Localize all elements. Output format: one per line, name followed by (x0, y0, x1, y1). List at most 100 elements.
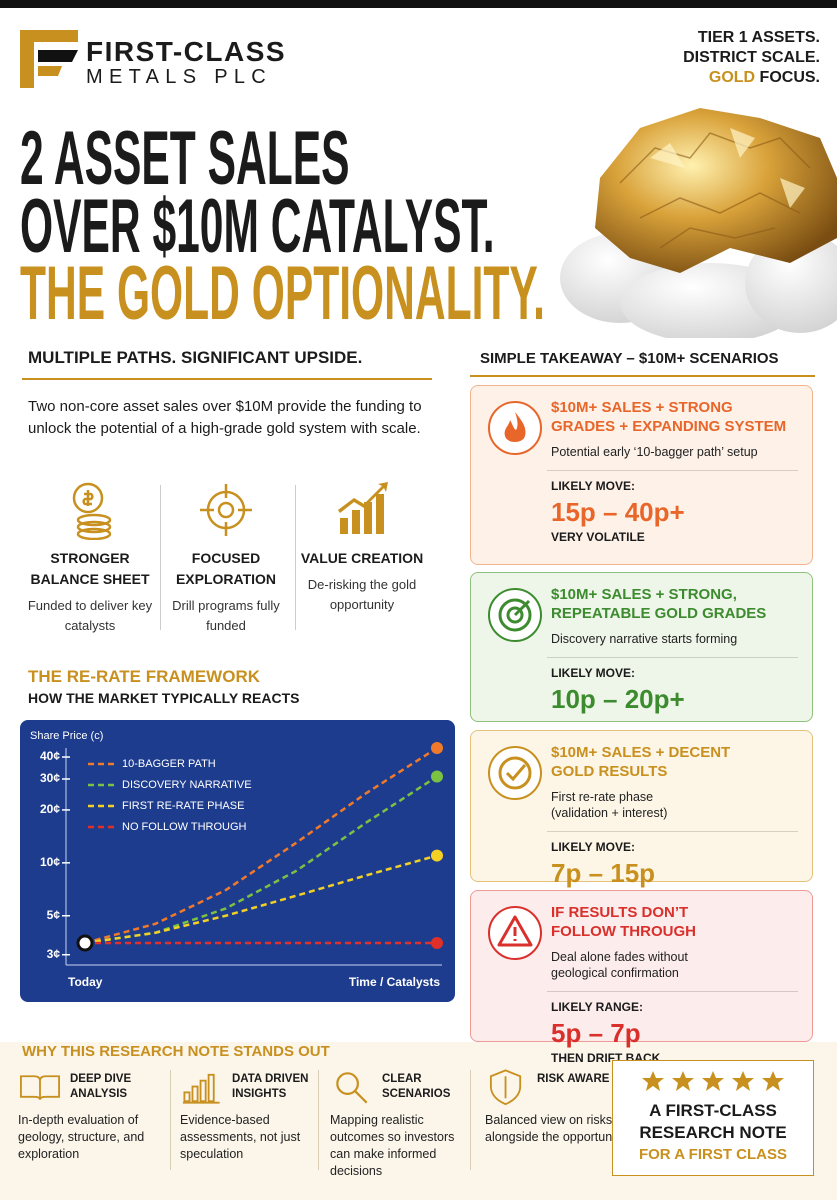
why-icon (20, 1075, 60, 1100)
badge-line: RESEARCH NOTE (639, 1123, 787, 1142)
pillar-text: Drill programs fully funded (172, 598, 280, 633)
brand-name: FIRST-CLASS (86, 36, 287, 67)
why-icon (489, 1069, 522, 1106)
legend-label: 10-BAGGER PATH (122, 758, 216, 770)
why-heading: WHY THIS RESEARCH NOTE STANDS OUT (22, 1043, 330, 1060)
why-title: CLEAR SCENARIOS (382, 1073, 451, 1100)
card-divider (547, 657, 798, 658)
why-text: In-depth evaluation of geology, structur… (18, 1113, 145, 1161)
move-label: LIKELY RANGE: (551, 1000, 644, 1014)
why-text: Balanced view on risks alongside the opp… (485, 1113, 625, 1144)
pillar-icon (200, 484, 252, 536)
tagline-line: GOLD FOCUS. (683, 68, 820, 88)
why-text: Evidence-based assessments, not just spe… (180, 1113, 301, 1161)
card-title: $10M+ SALES + STRONG GRADES + EXPANDING … (551, 399, 787, 435)
move-label: LIKELY MOVE: (551, 479, 636, 493)
pillar-title: VALUE CREATION (300, 550, 424, 566)
pillar-icon (72, 482, 112, 540)
legend-label: NO FOLLOW THROUGH (122, 821, 247, 833)
gold-nugget-image (560, 108, 837, 338)
y-tick-label: 10¢ (40, 855, 60, 869)
tagline-line: TIER 1 ASSETS. (697, 29, 820, 46)
scenario-card: $10M+ SALES + DECENT GOLD RESULTS First r… (470, 730, 813, 888)
why-icon (182, 1073, 220, 1104)
card-divider (547, 831, 798, 832)
series-line (84, 746, 438, 945)
why-title: DATA DRIVEN INSIGHTS (232, 1073, 309, 1100)
card-divider (547, 470, 798, 471)
card-icon (488, 588, 542, 642)
why-item: DATA DRIVEN INSIGHTS Evidence-based asses… (180, 1066, 325, 1176)
end-point (431, 742, 443, 755)
y-tick-label: 20¢ (40, 802, 60, 816)
x-tick-label: Today (68, 975, 103, 989)
pillar: STRONGER BALANCE SHEET Funded to deliver … (23, 480, 157, 636)
move-value: 7p – 15p (551, 858, 656, 888)
why-title: RISK AWARE (537, 1073, 610, 1085)
top-bar (0, 0, 837, 8)
why-item: RISK AWARE Balanced view on risks alongsi… (485, 1066, 630, 1176)
chart: Share Price (c) 3¢ 5¢ 10¢ 20¢ 30¢ 40¢ Today Time… (20, 720, 455, 1002)
card-title: $10M+ SALES + DECENT GOLD RESULTS (551, 744, 731, 780)
pillar-title: FOCUSED EXPLORATION (175, 550, 277, 587)
move-value: 10p – 20p+ (551, 684, 685, 714)
x-tick-label: Time / Catalysts (349, 975, 440, 989)
card-description: Deal alone fades without geological conf… (551, 950, 688, 980)
badge: A FIRST-CLASS RESEARCH NOTE FOR A FIRST … (612, 1060, 814, 1176)
card-description: Discovery narrative starts forming (551, 632, 738, 646)
start-point (76, 934, 94, 952)
pillar-text: Funded to deliver key catalysts (27, 598, 153, 633)
move-value: 5p – 7p (551, 1018, 641, 1048)
chart-background (20, 720, 455, 1002)
pillar: VALUE CREATION De-risking the gold opport… (295, 480, 429, 615)
move-label: LIKELY MOVE: (551, 840, 636, 854)
y-tick-label: 5¢ (47, 908, 61, 922)
card-description: Potential early ‘10-bagger path’ setup (551, 445, 758, 459)
tagline: TIER 1 ASSETS. DISTRICT SCALE. GOLD FOCU… (683, 28, 820, 88)
card-description: First re-rate phase (validation + intere… (551, 790, 668, 820)
section-heading: SIMPLE TAKEAWAY – $10M+ SCENARIOS (480, 350, 779, 367)
card-icon (488, 906, 542, 960)
framework-title: THE RE-RATE FRAMEWORK (28, 667, 260, 686)
scenario-card: $10M+ SALES + STRONG, REPEATABLE GOLD GR… (470, 572, 813, 722)
badge-line: FOR A FIRST CLASS (638, 1146, 788, 1163)
move-note: VERY VOLATILE (551, 530, 645, 544)
series-line (84, 775, 438, 945)
section-heading: MULTIPLE PATHS. SIGNIFICANT UPSIDE. (28, 348, 363, 367)
why-item: DEEP DIVE ANALYSIS In-depth evaluation of… (18, 1066, 163, 1176)
move-label: LIKELY MOVE: (551, 666, 636, 680)
why-text: Mapping realistic outcomes so investors … (330, 1113, 455, 1178)
why-item: CLEAR SCENARIOS Mapping realistic outcome… (330, 1066, 475, 1178)
pillar-text: De-risking the gold opportunity (307, 577, 417, 612)
card-title: $10M+ SALES + STRONG, REPEATABLE GOLD GR… (551, 586, 767, 622)
end-point (431, 770, 443, 783)
brand-subname: METALS PLC (86, 66, 272, 88)
series-line (84, 854, 438, 945)
tagline-line: DISTRICT SCALE. (683, 49, 820, 66)
framework-subtitle: HOW THE MARKET TYPICALLY REACTS (28, 690, 300, 706)
headline-gold: THE GOLD OPTIONALITY. (20, 251, 545, 336)
divider (470, 375, 815, 377)
divider (22, 378, 432, 380)
logo-mark (20, 30, 78, 88)
separator (295, 485, 296, 630)
why-icon (336, 1072, 368, 1104)
scenario-card: IF RESULTS DON’T FOLLOW THROUGH Deal alon… (470, 890, 813, 1065)
pillar-title: STRONGER BALANCE SHEET (30, 550, 150, 587)
card-icon (488, 746, 542, 800)
tagline-end: FOCUS. (759, 69, 820, 86)
y-tick-label: 40¢ (40, 749, 60, 763)
legend-label: DISCOVERY NARRATIVE (122, 779, 252, 791)
pillar-icon (338, 482, 388, 534)
end-point (431, 849, 443, 862)
headline: OVER $10M CATALYST. (20, 184, 495, 269)
intro-text: Two non-core asset sales over $10M provi… (28, 398, 422, 437)
y-tick-label: 30¢ (40, 771, 60, 785)
move-value: 15p – 40p+ (551, 497, 685, 527)
card-title: IF RESULTS DON’T FOLLOW THROUGH (551, 904, 696, 940)
end-point (431, 936, 443, 949)
separator (160, 485, 161, 630)
separator (170, 1070, 171, 1170)
